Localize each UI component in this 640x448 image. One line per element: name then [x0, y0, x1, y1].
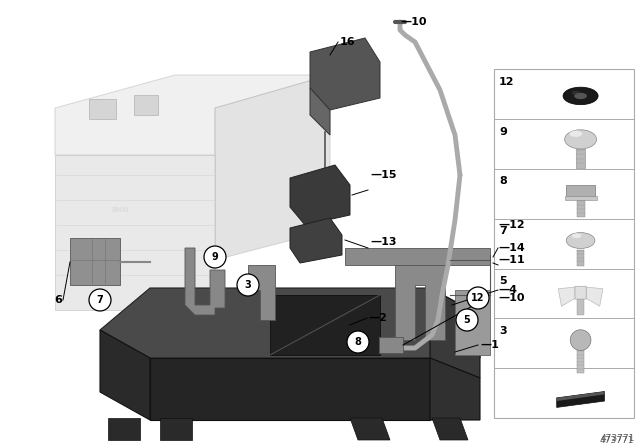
FancyBboxPatch shape	[564, 196, 596, 200]
Ellipse shape	[570, 130, 582, 137]
Polygon shape	[290, 165, 350, 225]
FancyBboxPatch shape	[576, 149, 585, 168]
Circle shape	[467, 287, 489, 309]
Ellipse shape	[574, 93, 587, 99]
Polygon shape	[557, 392, 605, 401]
Text: 12: 12	[499, 77, 515, 87]
Text: 9: 9	[499, 127, 507, 137]
Polygon shape	[100, 330, 150, 420]
Polygon shape	[586, 287, 603, 306]
Polygon shape	[310, 38, 380, 110]
Polygon shape	[430, 288, 480, 378]
Ellipse shape	[563, 87, 598, 105]
Polygon shape	[432, 418, 468, 440]
Text: —1: —1	[480, 340, 499, 350]
Text: —10: —10	[498, 293, 525, 303]
Text: —13: —13	[370, 237, 397, 247]
FancyBboxPatch shape	[379, 337, 403, 353]
Polygon shape	[310, 88, 330, 135]
Text: 16: 16	[340, 37, 356, 47]
Text: 3: 3	[244, 280, 252, 290]
Polygon shape	[350, 418, 390, 440]
Text: 8: 8	[355, 337, 362, 347]
Polygon shape	[395, 265, 445, 340]
Text: 3: 3	[499, 326, 507, 336]
Circle shape	[570, 330, 591, 350]
Polygon shape	[185, 248, 225, 315]
Circle shape	[456, 309, 478, 331]
Polygon shape	[55, 75, 330, 155]
Polygon shape	[455, 290, 490, 355]
Polygon shape	[558, 287, 575, 306]
FancyBboxPatch shape	[575, 286, 586, 299]
Text: 7: 7	[499, 226, 507, 236]
FancyBboxPatch shape	[577, 200, 584, 217]
FancyBboxPatch shape	[566, 185, 595, 196]
Text: —12: —12	[498, 220, 525, 230]
FancyBboxPatch shape	[577, 299, 584, 315]
Text: 8: 8	[499, 177, 507, 186]
Text: —4: —4	[498, 285, 517, 295]
Polygon shape	[215, 75, 330, 260]
Polygon shape	[70, 238, 120, 285]
Polygon shape	[150, 358, 430, 420]
Text: 473771: 473771	[599, 436, 634, 445]
Polygon shape	[290, 218, 342, 263]
Polygon shape	[160, 418, 192, 440]
Circle shape	[204, 246, 226, 268]
Text: 12: 12	[471, 293, 484, 303]
Ellipse shape	[566, 233, 595, 249]
Text: BMW: BMW	[111, 207, 129, 213]
FancyBboxPatch shape	[89, 99, 116, 119]
FancyBboxPatch shape	[134, 95, 158, 115]
Polygon shape	[270, 295, 380, 355]
Ellipse shape	[572, 91, 580, 95]
Circle shape	[347, 331, 369, 353]
Polygon shape	[345, 248, 490, 265]
Polygon shape	[100, 288, 480, 358]
Text: —14: —14	[498, 243, 525, 253]
Ellipse shape	[564, 130, 596, 149]
Circle shape	[89, 289, 111, 311]
Text: —10: —10	[400, 17, 426, 27]
FancyBboxPatch shape	[494, 69, 634, 418]
Text: 6: 6	[54, 295, 62, 305]
Text: —11: —11	[498, 255, 525, 265]
Text: 5: 5	[499, 276, 507, 286]
Text: 5: 5	[463, 315, 470, 325]
Ellipse shape	[572, 233, 581, 238]
Polygon shape	[108, 418, 140, 440]
Circle shape	[237, 274, 259, 296]
Text: —15: —15	[370, 170, 397, 180]
Text: —2: —2	[368, 313, 387, 323]
Polygon shape	[55, 155, 215, 310]
FancyBboxPatch shape	[577, 350, 584, 373]
FancyBboxPatch shape	[577, 250, 584, 266]
Polygon shape	[430, 358, 480, 420]
Text: 473771: 473771	[600, 434, 635, 443]
Polygon shape	[557, 392, 605, 407]
Polygon shape	[248, 265, 275, 320]
Text: 9: 9	[212, 252, 218, 262]
Text: 7: 7	[97, 295, 104, 305]
